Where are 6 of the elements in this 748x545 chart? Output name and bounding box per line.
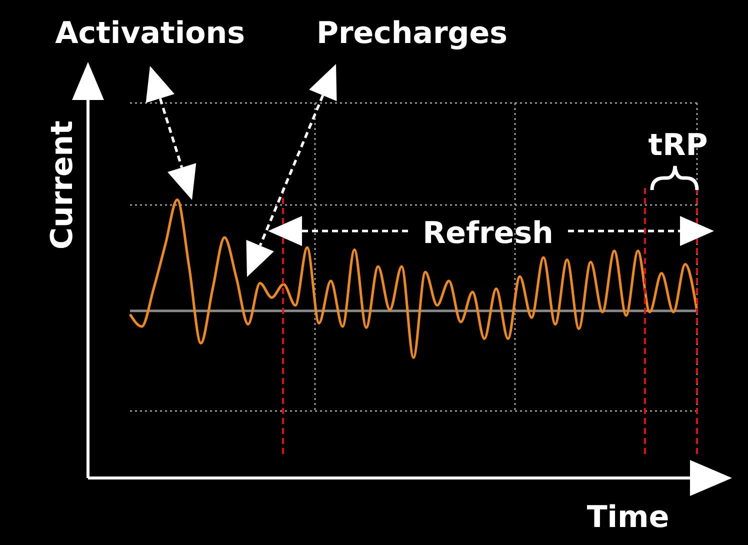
text: Precharges [316, 16, 508, 51]
y-axis-title: Current [45, 120, 80, 250]
text: tRP [648, 128, 708, 163]
x-axis-title: Time [586, 500, 670, 535]
annotation: Refresh [422, 216, 554, 251]
text: Activations [55, 16, 245, 51]
